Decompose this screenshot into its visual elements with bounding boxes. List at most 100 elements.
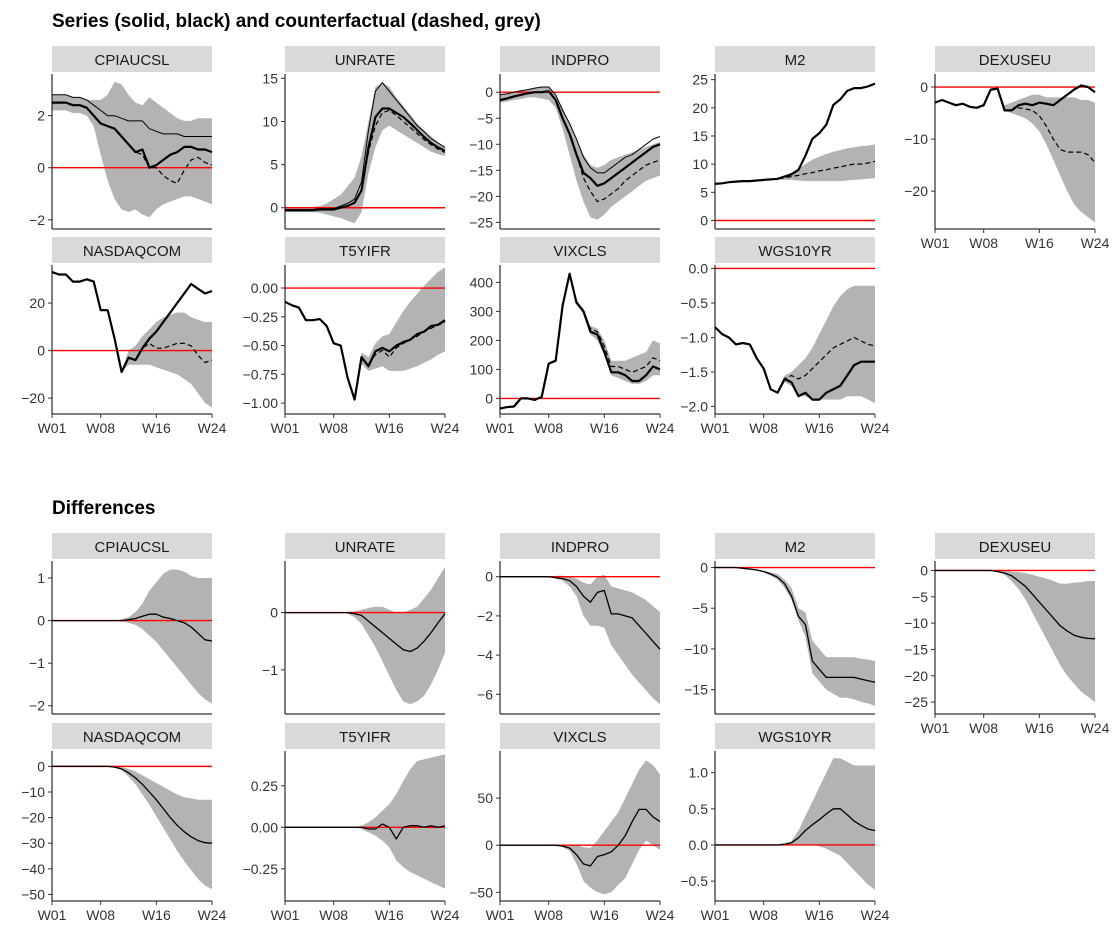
y-tick-label: 25 [692, 72, 708, 88]
confidence-band [285, 566, 445, 705]
panel-title: M2 [785, 539, 806, 556]
y-tick-label: −2 [477, 608, 493, 624]
panel-series-vixcls: VIXCLS 0 100 200 300 400 W01 W08 W16 W24 [470, 237, 675, 436]
y-tick-label: −15 [904, 641, 928, 657]
x-tick-label: W08 [319, 420, 348, 436]
panel-diff-unrate: UNRATE 0 −1 [262, 533, 446, 715]
y-tick-label: −20 [469, 188, 493, 204]
x-tick-label: W24 [861, 420, 890, 436]
y-tick-label: 10 [262, 113, 278, 129]
y-tick-label: 0 [700, 212, 708, 228]
panel-title: UNRATE [335, 539, 396, 556]
series-line [285, 823, 446, 840]
panel-strip [52, 723, 212, 749]
panel-title: DEXUSEU [979, 539, 1052, 556]
upper-series-line [52, 94, 212, 137]
y-tick-label: −25 [904, 694, 928, 710]
series-line [284, 300, 446, 401]
y-tick-label: −1.0 [680, 330, 708, 346]
x-tick-label: W24 [1081, 235, 1110, 251]
x-tick-label: W01 [271, 907, 300, 923]
y-tick-label: −4 [477, 647, 493, 663]
x-tick-label: W16 [590, 907, 619, 923]
y-tick-label: 0 [37, 343, 45, 359]
y-tick-label: 2 [37, 108, 45, 124]
series-line [500, 808, 661, 867]
panel-series-indpro: INDPRO 0 −5 −10 −15 −20 −25 [469, 46, 661, 230]
y-tick-label: −30 [21, 835, 45, 851]
x-tick-label: W24 [431, 907, 460, 923]
panel-strip [285, 533, 445, 559]
x-tick-label: W08 [969, 235, 998, 251]
series-line [715, 808, 876, 846]
y-tick-label: 0.25 [251, 778, 278, 794]
panel-diff-wgs10yr: WGS10YR 1.0 0.5 0.0 −0.5 W01 W08 W16 W24 [680, 723, 890, 923]
confidence-band [52, 766, 212, 890]
y-tick-label: 50 [477, 790, 493, 806]
panel-title: DEXUSEU [979, 52, 1052, 69]
confidence-band [715, 144, 875, 184]
series-line [934, 84, 1096, 112]
confidence-band [715, 285, 875, 404]
panel-series-t5yifr: T5YIFR 0.00 −0.25 −0.50 −0.75 −1.00 W01 W08 W16 W… [243, 237, 460, 436]
x-tick-label: W01 [921, 235, 950, 251]
panel-title: WGS10YR [758, 729, 832, 746]
panel-strip [715, 723, 875, 749]
panel-title: WGS10YR [758, 243, 832, 260]
y-tick-label: 10 [692, 156, 708, 172]
confidence-band [500, 273, 660, 409]
y-tick-label: 15 [262, 70, 278, 86]
panel-title: T5YIFR [339, 729, 391, 746]
y-tick-label: 0.00 [251, 819, 278, 835]
x-tick-label: W01 [486, 420, 515, 436]
y-tick-label: −15 [469, 162, 493, 178]
confidence-band [285, 267, 445, 400]
panel-diff-dexuseu: DEXUSEU 0 −5 −10 −15 −20 −25 W01 W08 W16 W24 [904, 533, 1110, 736]
x-tick-label: W16 [142, 907, 171, 923]
x-tick-label: W24 [646, 420, 675, 436]
panel-diff-vixcls: VIXCLS 50 0 −50 W01 W08 W16 W24 [469, 723, 675, 923]
panel-strip [500, 533, 660, 559]
panel-strip [715, 237, 875, 263]
y-tick-label: 0 [920, 79, 928, 95]
x-tick-label: W08 [749, 420, 778, 436]
panel-diff-nasdaqcom: NASDAQCOM 0 −10 −20 −30 −40 −50 W01 W08 W16 W24 [21, 723, 227, 923]
y-tick-label: −1 [262, 662, 278, 678]
panel-strip [500, 723, 660, 749]
confidence-band [52, 272, 212, 408]
y-tick-label: −20 [904, 668, 928, 684]
x-tick-label: W16 [805, 907, 834, 923]
y-tick-label: −1.5 [680, 364, 708, 380]
y-tick-label: −1.00 [243, 395, 279, 411]
y-tick-label: 400 [470, 274, 494, 290]
x-tick-label: W01 [38, 907, 67, 923]
panel-title: NASDAQCOM [83, 243, 181, 260]
x-tick-label: W01 [921, 720, 950, 736]
y-tick-label: −20 [21, 390, 45, 406]
x-tick-label: W16 [1025, 235, 1054, 251]
panel-strip [715, 533, 875, 559]
y-tick-label: 5 [700, 184, 708, 200]
y-tick-label: 0 [37, 613, 45, 629]
y-tick-label: 0.0 [689, 837, 709, 853]
x-tick-label: W08 [86, 420, 115, 436]
panel-series-unrate: UNRATE 0 5 10 15 [262, 46, 446, 230]
y-tick-label: 0 [485, 84, 493, 100]
panel-title: CPIAUCSL [94, 52, 169, 69]
x-tick-label: W01 [701, 907, 730, 923]
y-tick-label: −0.25 [243, 861, 279, 877]
series-line [715, 566, 876, 683]
y-tick-label: 0 [920, 562, 928, 578]
panel-strip [285, 46, 445, 72]
y-tick-label: 0 [37, 160, 45, 176]
y-tick-label: −5 [477, 110, 493, 126]
y-tick-label: −40 [21, 861, 45, 877]
y-tick-label: −15 [684, 682, 708, 698]
y-tick-label: 300 [470, 303, 494, 319]
y-tick-label: 15 [692, 128, 708, 144]
x-tick-label: W16 [375, 420, 404, 436]
y-tick-label: −2 [29, 698, 45, 714]
panel-title: UNRATE [335, 52, 396, 69]
y-tick-label: 100 [470, 361, 494, 377]
panel-series-nasdaqcom: NASDAQCOM 20 0 −20 W01 W08 W16 W24 [21, 237, 227, 436]
